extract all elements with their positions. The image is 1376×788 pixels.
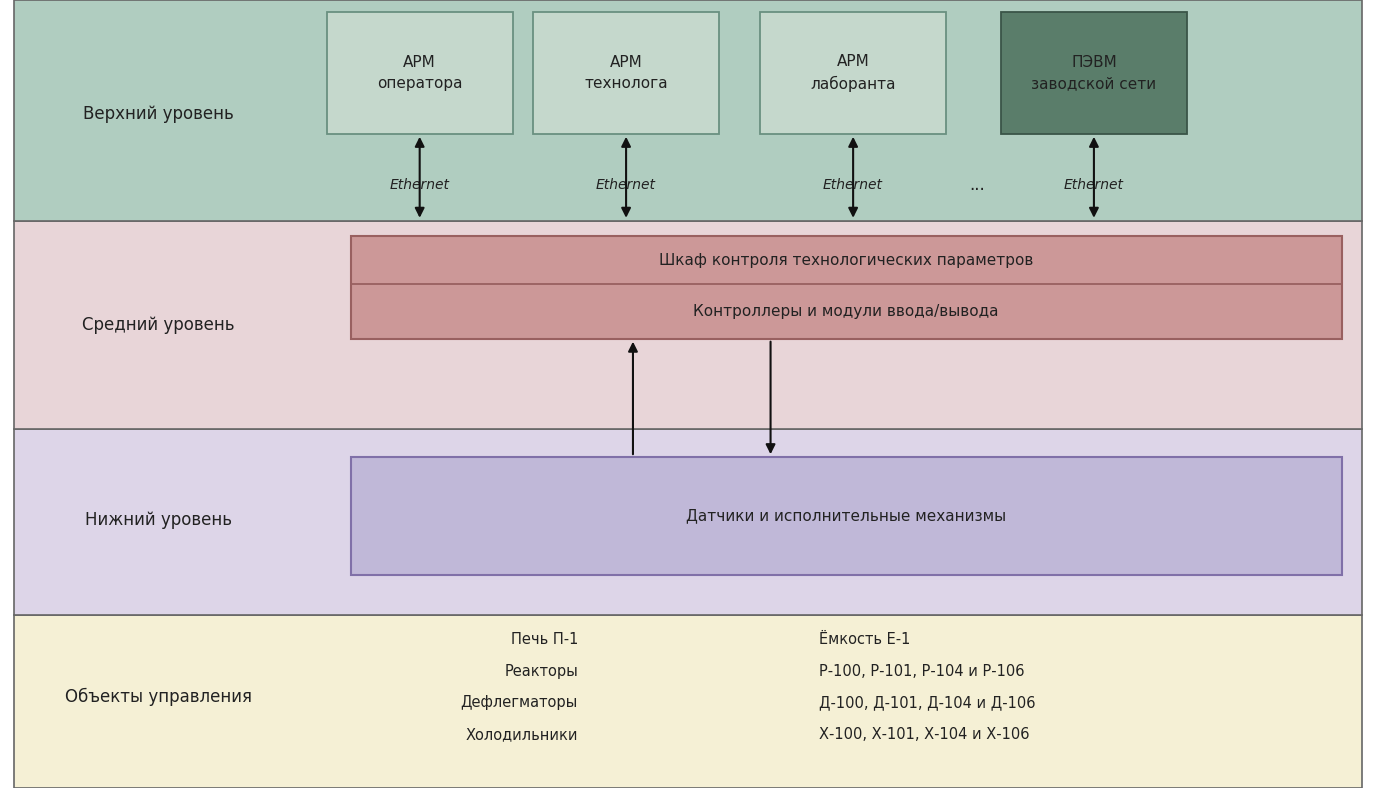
Text: Р-100, Р-101, Р-104 и Р-106: Р-100, Р-101, Р-104 и Р-106 <box>819 663 1024 679</box>
Text: Печь П-1: Печь П-1 <box>510 632 578 648</box>
Text: АРМ
лаборанта: АРМ лаборанта <box>810 54 896 91</box>
Bar <box>327 12 513 134</box>
Text: Ethernet: Ethernet <box>1064 178 1124 192</box>
Text: АРМ
технолога: АРМ технолога <box>585 55 667 91</box>
Text: Ethernet: Ethernet <box>823 178 883 192</box>
Text: Ethernet: Ethernet <box>389 178 450 192</box>
Text: Объекты управления: Объекты управления <box>65 688 252 707</box>
Text: Шкаф контроля технологических параметров: Шкаф контроля технологических параметров <box>659 252 1033 268</box>
Text: Верхний уровень: Верхний уровень <box>83 106 234 123</box>
Text: Средний уровень: Средний уровень <box>83 316 234 333</box>
Text: Ethernet: Ethernet <box>596 178 656 192</box>
Bar <box>14 221 1362 429</box>
Bar <box>534 12 718 134</box>
Text: Реакторы: Реакторы <box>504 663 578 679</box>
Text: Нижний уровень: Нижний уровень <box>85 511 231 529</box>
Text: Д-100, Д-101, Д-104 и Д-106: Д-100, Д-101, Д-104 и Д-106 <box>819 695 1035 711</box>
Text: Ёмкость Е-1: Ёмкость Е-1 <box>819 632 910 648</box>
Text: Контроллеры и модули ввода/вывода: Контроллеры и модули ввода/вывода <box>694 303 999 319</box>
Bar <box>760 12 947 134</box>
Bar <box>351 236 1342 339</box>
Text: Холодильники: Холодильники <box>465 727 578 742</box>
Bar <box>351 457 1342 575</box>
Bar <box>1002 12 1187 134</box>
Text: Дефлегматоры: Дефлегматоры <box>461 695 578 711</box>
Text: Датчики и исполнительные механизмы: Датчики и исполнительные механизмы <box>687 508 1006 524</box>
Bar <box>14 429 1362 615</box>
Text: ...: ... <box>969 177 985 194</box>
Text: АРМ
оператора: АРМ оператора <box>377 55 462 91</box>
Bar <box>14 615 1362 788</box>
Text: ПЭВМ
заводской сети: ПЭВМ заводской сети <box>1032 55 1156 91</box>
Bar <box>14 0 1362 221</box>
Text: Х-100, Х-101, Х-104 и Х-106: Х-100, Х-101, Х-104 и Х-106 <box>819 727 1029 742</box>
